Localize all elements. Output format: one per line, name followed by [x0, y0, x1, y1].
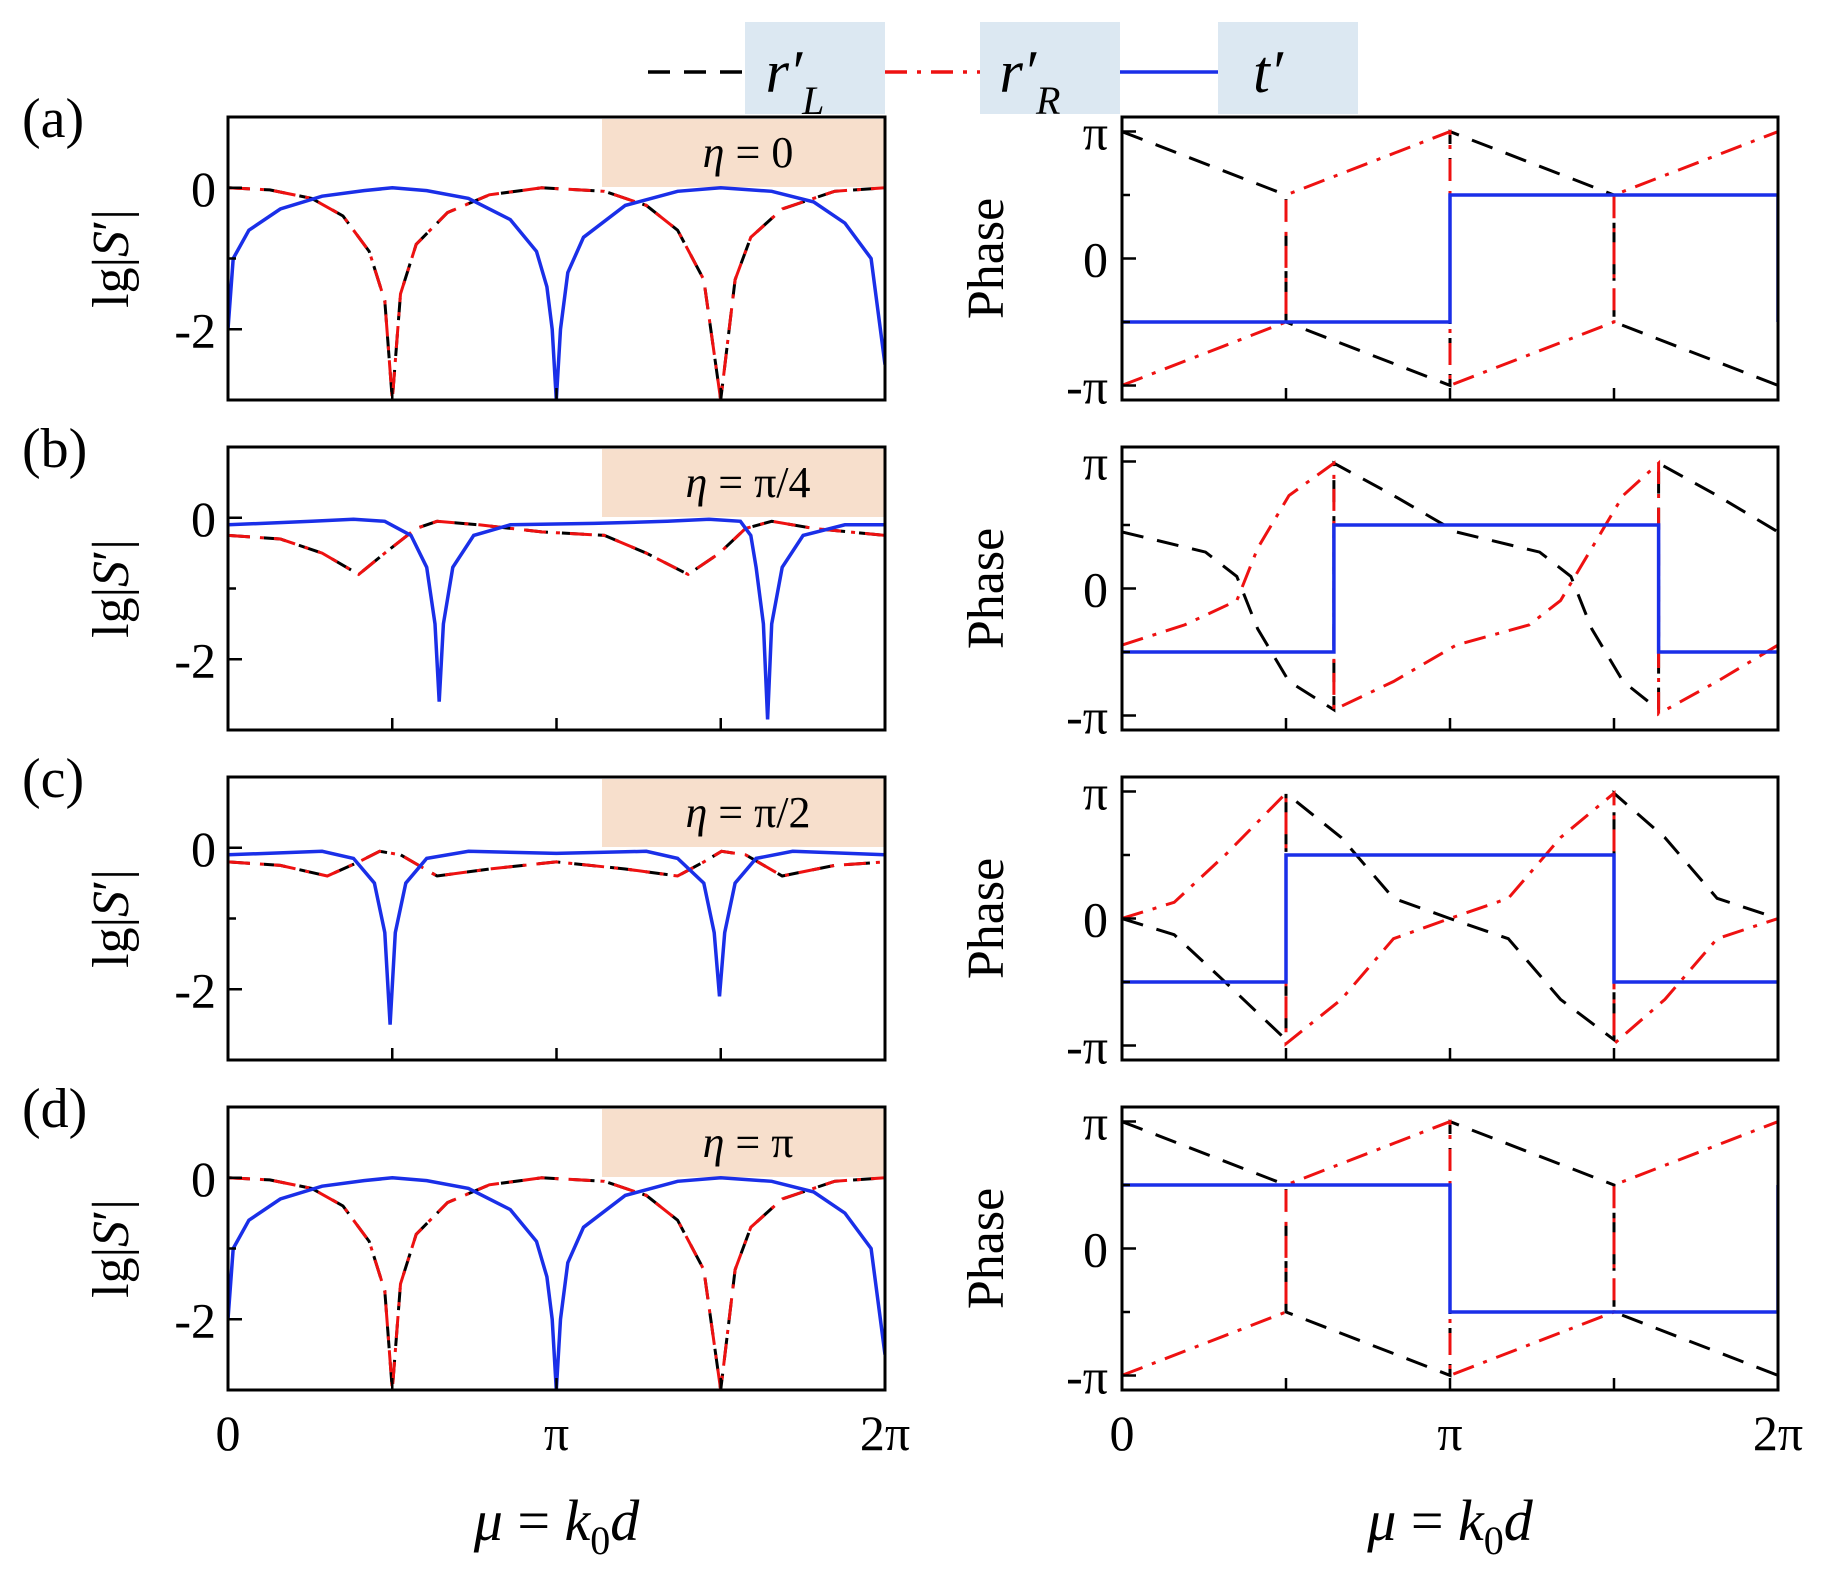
phase-ylabel-b: Phase	[958, 528, 1015, 649]
eta-box-a	[602, 119, 884, 187]
magnitude-ylabel-d: lg|S′|	[83, 1199, 140, 1298]
phase-ytick-label-a: 0	[1083, 232, 1108, 288]
magnitude-series-t-c	[228, 849, 885, 1025]
magnitude-xtick-label: 2π	[860, 1405, 910, 1461]
magnitude-ytick-label-c: -2	[174, 962, 216, 1018]
magnitude-xlabel: μ = k0d	[473, 1488, 641, 1563]
legend-label-rL: r′L	[766, 39, 825, 123]
panel-label-b: (b)	[22, 418, 87, 480]
eta-box-c	[602, 779, 884, 847]
phase-ytick-label-d: π	[1083, 1094, 1108, 1150]
phase-ytick-label-d: -π	[1066, 1349, 1108, 1405]
phase-ytick-label-b: π	[1083, 434, 1108, 490]
phase-ytick-label-b: 0	[1083, 562, 1108, 618]
magnitude-series-rL-b	[228, 519, 885, 577]
magnitude-ylabel-b: lg|S′|	[83, 539, 140, 638]
phase-series-t-a	[1122, 193, 1778, 324]
phase-series-rR-b	[1122, 459, 1778, 717]
phase-ytick-label-a: -π	[1066, 359, 1108, 415]
magnitude-series-rR-c	[228, 849, 885, 878]
magnitude-series-rL-a	[228, 186, 885, 400]
phase-series-t-b	[1122, 523, 1778, 654]
magnitude-series-t-a	[228, 186, 885, 400]
eta-box-b	[602, 449, 884, 517]
phase-series-rR-d	[1122, 1119, 1778, 1378]
legend-box-rL	[745, 22, 885, 114]
magnitude-series-rR-a	[228, 186, 885, 400]
magnitude-ylabel-a: lg|S′|	[83, 209, 140, 308]
phase-series-rR-a	[1122, 129, 1778, 388]
legend-box-t	[1218, 22, 1358, 114]
legend-label-rR: r′R	[1000, 39, 1061, 123]
phase-ylabel-c: Phase	[958, 858, 1015, 979]
magnitude-series-rR-d	[228, 1176, 885, 1390]
magnitude-ytick-label-d: -2	[174, 1292, 216, 1348]
magnitude-ylabel-c: lg|S′|	[83, 869, 140, 968]
phase-series-t-d	[1122, 1183, 1778, 1314]
phase-ytick-label-c: -π	[1066, 1019, 1108, 1075]
magnitude-ytick-label-a: 0	[191, 161, 216, 217]
magnitude-series-t-d	[228, 1176, 885, 1390]
phase-ytick-label-c: 0	[1083, 892, 1108, 948]
eta-label-c: η = π/2	[685, 788, 810, 837]
phase-series-rR-c	[1122, 789, 1778, 1048]
eta-label-d: η = π	[703, 1118, 794, 1167]
eta-box-d	[602, 1109, 884, 1177]
magnitude-ytick-label-c: 0	[191, 821, 216, 877]
phase-xlabel: μ = k0d	[1366, 1488, 1534, 1563]
phase-ytick-label-b: -π	[1066, 689, 1108, 745]
phase-xtick-label: 2π	[1753, 1405, 1803, 1461]
eta-label-b: η = π/4	[685, 458, 810, 507]
magnitude-series-rL-d	[228, 1176, 885, 1390]
magnitude-ytick-label-a: -2	[174, 302, 216, 358]
magnitude-ytick-label-b: -2	[174, 632, 216, 688]
magnitude-series-t-b	[228, 517, 885, 720]
legend-label-t: t′	[1253, 39, 1284, 105]
magnitude-ytick-label-b: 0	[191, 491, 216, 547]
phase-series-rL-c	[1122, 789, 1778, 1044]
magnitude-series-rR-b	[228, 519, 885, 577]
phase-series-t-c	[1122, 853, 1778, 984]
phase-xtick-label: 0	[1110, 1405, 1135, 1461]
phase-ylabel-a: Phase	[958, 198, 1015, 319]
eta-label-a: η = 0	[703, 128, 794, 177]
panel-label-a: (a)	[22, 88, 84, 150]
phase-ytick-label-a: π	[1083, 104, 1108, 160]
panel-label-c: (c)	[22, 748, 84, 810]
magnitude-ytick-label-d: 0	[191, 1151, 216, 1207]
phase-ytick-label-d: 0	[1083, 1222, 1108, 1278]
phase-axes-b	[1120, 445, 1780, 732]
phase-xtick-label: π	[1437, 1405, 1462, 1461]
phase-ylabel-d: Phase	[958, 1188, 1015, 1309]
magnitude-xtick-label: 0	[216, 1405, 241, 1461]
legend-box-rR	[980, 22, 1120, 114]
magnitude-xtick-label: π	[544, 1405, 569, 1461]
panel-label-d: (d)	[22, 1078, 87, 1140]
phase-ytick-label-c: π	[1083, 764, 1108, 820]
phase-series-rL-b	[1122, 460, 1778, 713]
